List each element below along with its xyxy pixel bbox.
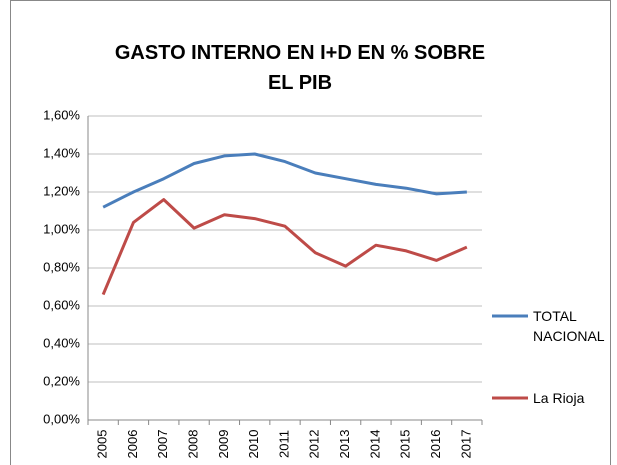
y-tick-label: 0,20% — [43, 373, 80, 388]
x-tick-label: 2013 — [337, 430, 352, 459]
chart-title: GASTO INTERNO EN I+D EN % SOBRE EL PIB — [114, 42, 486, 94]
y-tick-label: 1,60% — [43, 107, 80, 122]
x-tick-label: 2014 — [367, 430, 382, 459]
x-tick-label: 2017 — [458, 430, 473, 459]
x-tick-label: 2009 — [216, 430, 231, 459]
x-tick-label: 2011 — [276, 430, 291, 458]
x-tick-label: 2015 — [398, 430, 413, 459]
y-tick-label: 1,40% — [43, 145, 80, 160]
x-tick-label: 2010 — [246, 430, 261, 459]
x-tick-label: 2016 — [428, 430, 443, 459]
x-tick-label: 2007 — [155, 430, 170, 459]
x-tick-label: 2005 — [95, 430, 110, 459]
y-tick-label: 0,00% — [43, 411, 80, 426]
legend-label: TOTAL NACIONAL — [533, 308, 605, 344]
x-tick-label: 2012 — [307, 430, 322, 459]
chart-border — [10, 0, 611, 465]
y-tick-label: 0,60% — [43, 297, 80, 312]
x-tick-label: 2006 — [125, 430, 140, 459]
series-line — [102, 152, 467, 209]
legend-label: La Rioja — [533, 390, 585, 406]
series-line — [101, 198, 468, 296]
x-tick-label: 2008 — [186, 430, 201, 459]
y-tick-label: 0,40% — [43, 335, 80, 350]
y-tick-label: 0,80% — [43, 259, 80, 274]
y-tick-label: 1,20% — [43, 183, 80, 198]
y-tick-label: 1,00% — [43, 221, 80, 236]
